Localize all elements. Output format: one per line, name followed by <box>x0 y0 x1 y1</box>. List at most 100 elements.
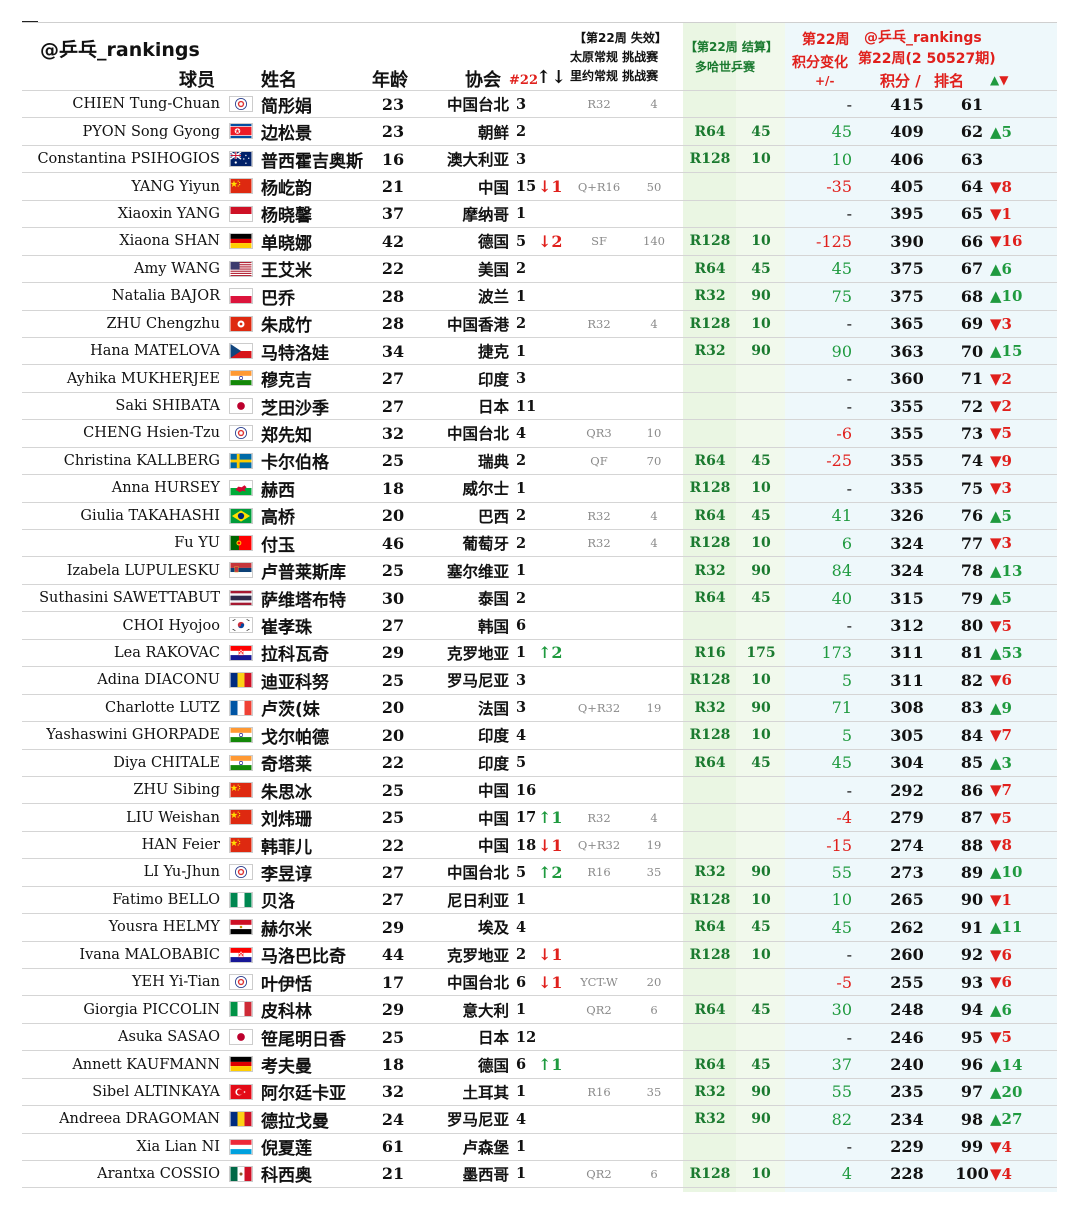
result-points: 90 <box>751 562 771 579</box>
player-association: 克罗地亚 <box>446 644 509 663</box>
dropped-round: QR3 <box>586 426 612 441</box>
player-chinese-name: 拉科瓦奇 <box>261 645 329 666</box>
ranking-position: 64 <box>960 177 984 197</box>
result-points: 90 <box>751 343 771 360</box>
association-rank-week22: 1 <box>516 1001 527 1019</box>
result-round-band <box>683 22 736 1192</box>
ranking-move: ▼4 <box>990 1164 1012 1183</box>
ranking-position: 82 <box>960 670 984 690</box>
player-association: 法国 <box>477 699 509 718</box>
player-age: 21 <box>381 177 405 197</box>
flag-wal-icon <box>229 480 253 497</box>
player-english-name: CHENG Hsien-Tzu <box>83 425 220 442</box>
ranking-points: 363 <box>890 341 924 361</box>
association-rank-change: ↑1 <box>538 1055 563 1075</box>
result-points: 45 <box>751 260 771 277</box>
ranking-position: 81 <box>960 643 984 663</box>
result-points: 10 <box>751 727 771 744</box>
player-association: 尼日利亚 <box>446 891 509 910</box>
ranking-row: Andreea DRAGOMAN 德拉戈曼 24 罗马尼亚 4 R32 90 82 234 98 ▲… <box>22 1105 1057 1132</box>
player-english-name: Christina KALLBERG <box>63 452 220 469</box>
player-association: 德国 <box>477 1056 509 1075</box>
player-association: 克罗地亚 <box>446 946 509 965</box>
player-age: 25 <box>381 561 405 581</box>
points-change: 71 <box>831 698 852 718</box>
association-rank-week22: 1 <box>516 891 527 909</box>
player-english-name: Fatimo BELLO <box>112 891 220 908</box>
ranking-position: 71 <box>960 369 984 389</box>
association-rank-week22: 6 <box>516 973 527 991</box>
player-age: 20 <box>381 698 405 718</box>
player-age: 18 <box>381 1055 405 1075</box>
ranking-position: 91 <box>960 917 984 937</box>
header-rank22-arrows: ↑↓ <box>536 67 567 88</box>
points-change: 90 <box>831 341 852 361</box>
ranking-row: Saki SHIBATA 芝田沙季 27 日本 11 - 355 72 ▼2 <box>22 391 1057 419</box>
association-rank-change: ↑1 <box>538 808 563 828</box>
player-chinese-name: 高桥 <box>261 508 295 529</box>
dropped-points: 19 <box>646 700 662 715</box>
ranking-row: Giulia TAKAHASHI 高桥 20 巴西 2 R32 4 R64 45 41 326 76 ▲… <box>22 501 1057 529</box>
dropped-round: R32 <box>587 810 611 825</box>
association-rank-week22: 4 <box>516 726 527 744</box>
points-change: 30 <box>831 1000 852 1020</box>
association-rank-week22: 1 <box>516 479 527 497</box>
flag-pol-icon <box>229 288 253 305</box>
ranking-points: 409 <box>890 122 924 142</box>
points-change: - <box>846 369 852 389</box>
dropped-round: R16 <box>587 1084 611 1099</box>
player-chinese-name: 韩菲儿 <box>261 837 312 858</box>
result-round: R128 <box>689 480 731 497</box>
association-rank-change: ↑2 <box>538 862 563 882</box>
ranking-move: ▲5 <box>990 589 1012 608</box>
player-age: 23 <box>381 94 405 114</box>
result-points: 45 <box>751 919 771 936</box>
player-age: 17 <box>381 972 405 992</box>
ranking-rows: CHIEN Tung-Chuan 简彤娟 23 中国台北 3 R32 4-415 61 PYON… <box>22 90 1057 1188</box>
association-rank-week22: 2 <box>516 507 527 525</box>
player-age: 27 <box>381 396 405 416</box>
association-rank-week22: 2 <box>516 260 527 278</box>
dropped-points: 4 <box>650 316 658 331</box>
ranking-move: ▲9 <box>990 698 1012 717</box>
ranking-position: 98 <box>960 1109 984 1129</box>
player-age: 32 <box>381 1082 405 1102</box>
player-english-name: Yousra HELMY <box>108 919 220 936</box>
ranking-row: Xiaoxin YANG 杨晓馨 37 摩纳哥 1 - 395 65 ▼1 <box>22 199 1057 227</box>
change-title-sign: +/- <box>815 74 835 88</box>
ranking-row: Hana MATELOVA 马特洛娃 34 捷克 1 R32 90 90 363 70 ▲15 <box>22 336 1057 364</box>
ranking-move: ▲5 <box>990 506 1012 525</box>
player-association: 意大利 <box>462 1001 509 1020</box>
ranking-points: 260 <box>890 945 924 965</box>
ranking-points: 324 <box>890 533 924 553</box>
ranking-position: 65 <box>960 204 984 224</box>
player-association: 中国 <box>477 178 509 197</box>
ranking-position: 83 <box>960 698 984 718</box>
ranking-row: Fu YU 付玉 46 葡萄牙 2 R32 4 R128 10 6 324 77 ▼3 <box>22 529 1057 556</box>
ranking-move: ▼5 <box>990 808 1012 827</box>
player-age: 46 <box>381 533 405 553</box>
player-age: 27 <box>381 890 405 910</box>
ranking-position: 76 <box>960 506 984 526</box>
player-english-name: Adina DIACONU <box>97 672 220 689</box>
result-points: 90 <box>751 1083 771 1100</box>
ranking-points: 355 <box>890 423 924 443</box>
player-association: 中国香港 <box>446 315 509 334</box>
player-english-name: Izabela LUPULESKU <box>66 562 220 579</box>
player-age: 29 <box>381 1000 405 1020</box>
ranking-points: 234 <box>890 1109 924 1129</box>
points-change: 82 <box>831 1109 852 1129</box>
ranking-row: HAN Feier 韩菲儿 22 中国 18 ↓1 Q+R32 19 -15 274 88 ▼8 <box>22 830 1057 858</box>
player-association: 波兰 <box>477 288 509 307</box>
ranking-move: ▼6 <box>990 945 1012 964</box>
player-age: 22 <box>381 753 405 773</box>
ranking-position: 75 <box>960 478 984 498</box>
ranking-move: ▲15 <box>990 342 1023 361</box>
result-points: 10 <box>751 535 771 552</box>
player-association: 罗马尼亚 <box>446 1111 509 1130</box>
ranking-move: ▼1 <box>990 204 1012 223</box>
player-english-name: Ayhika MUKHERJEE <box>66 370 220 387</box>
ranking-move: ▲3 <box>990 753 1012 772</box>
ranking-position: 72 <box>960 396 984 416</box>
result-points: 45 <box>751 590 771 607</box>
